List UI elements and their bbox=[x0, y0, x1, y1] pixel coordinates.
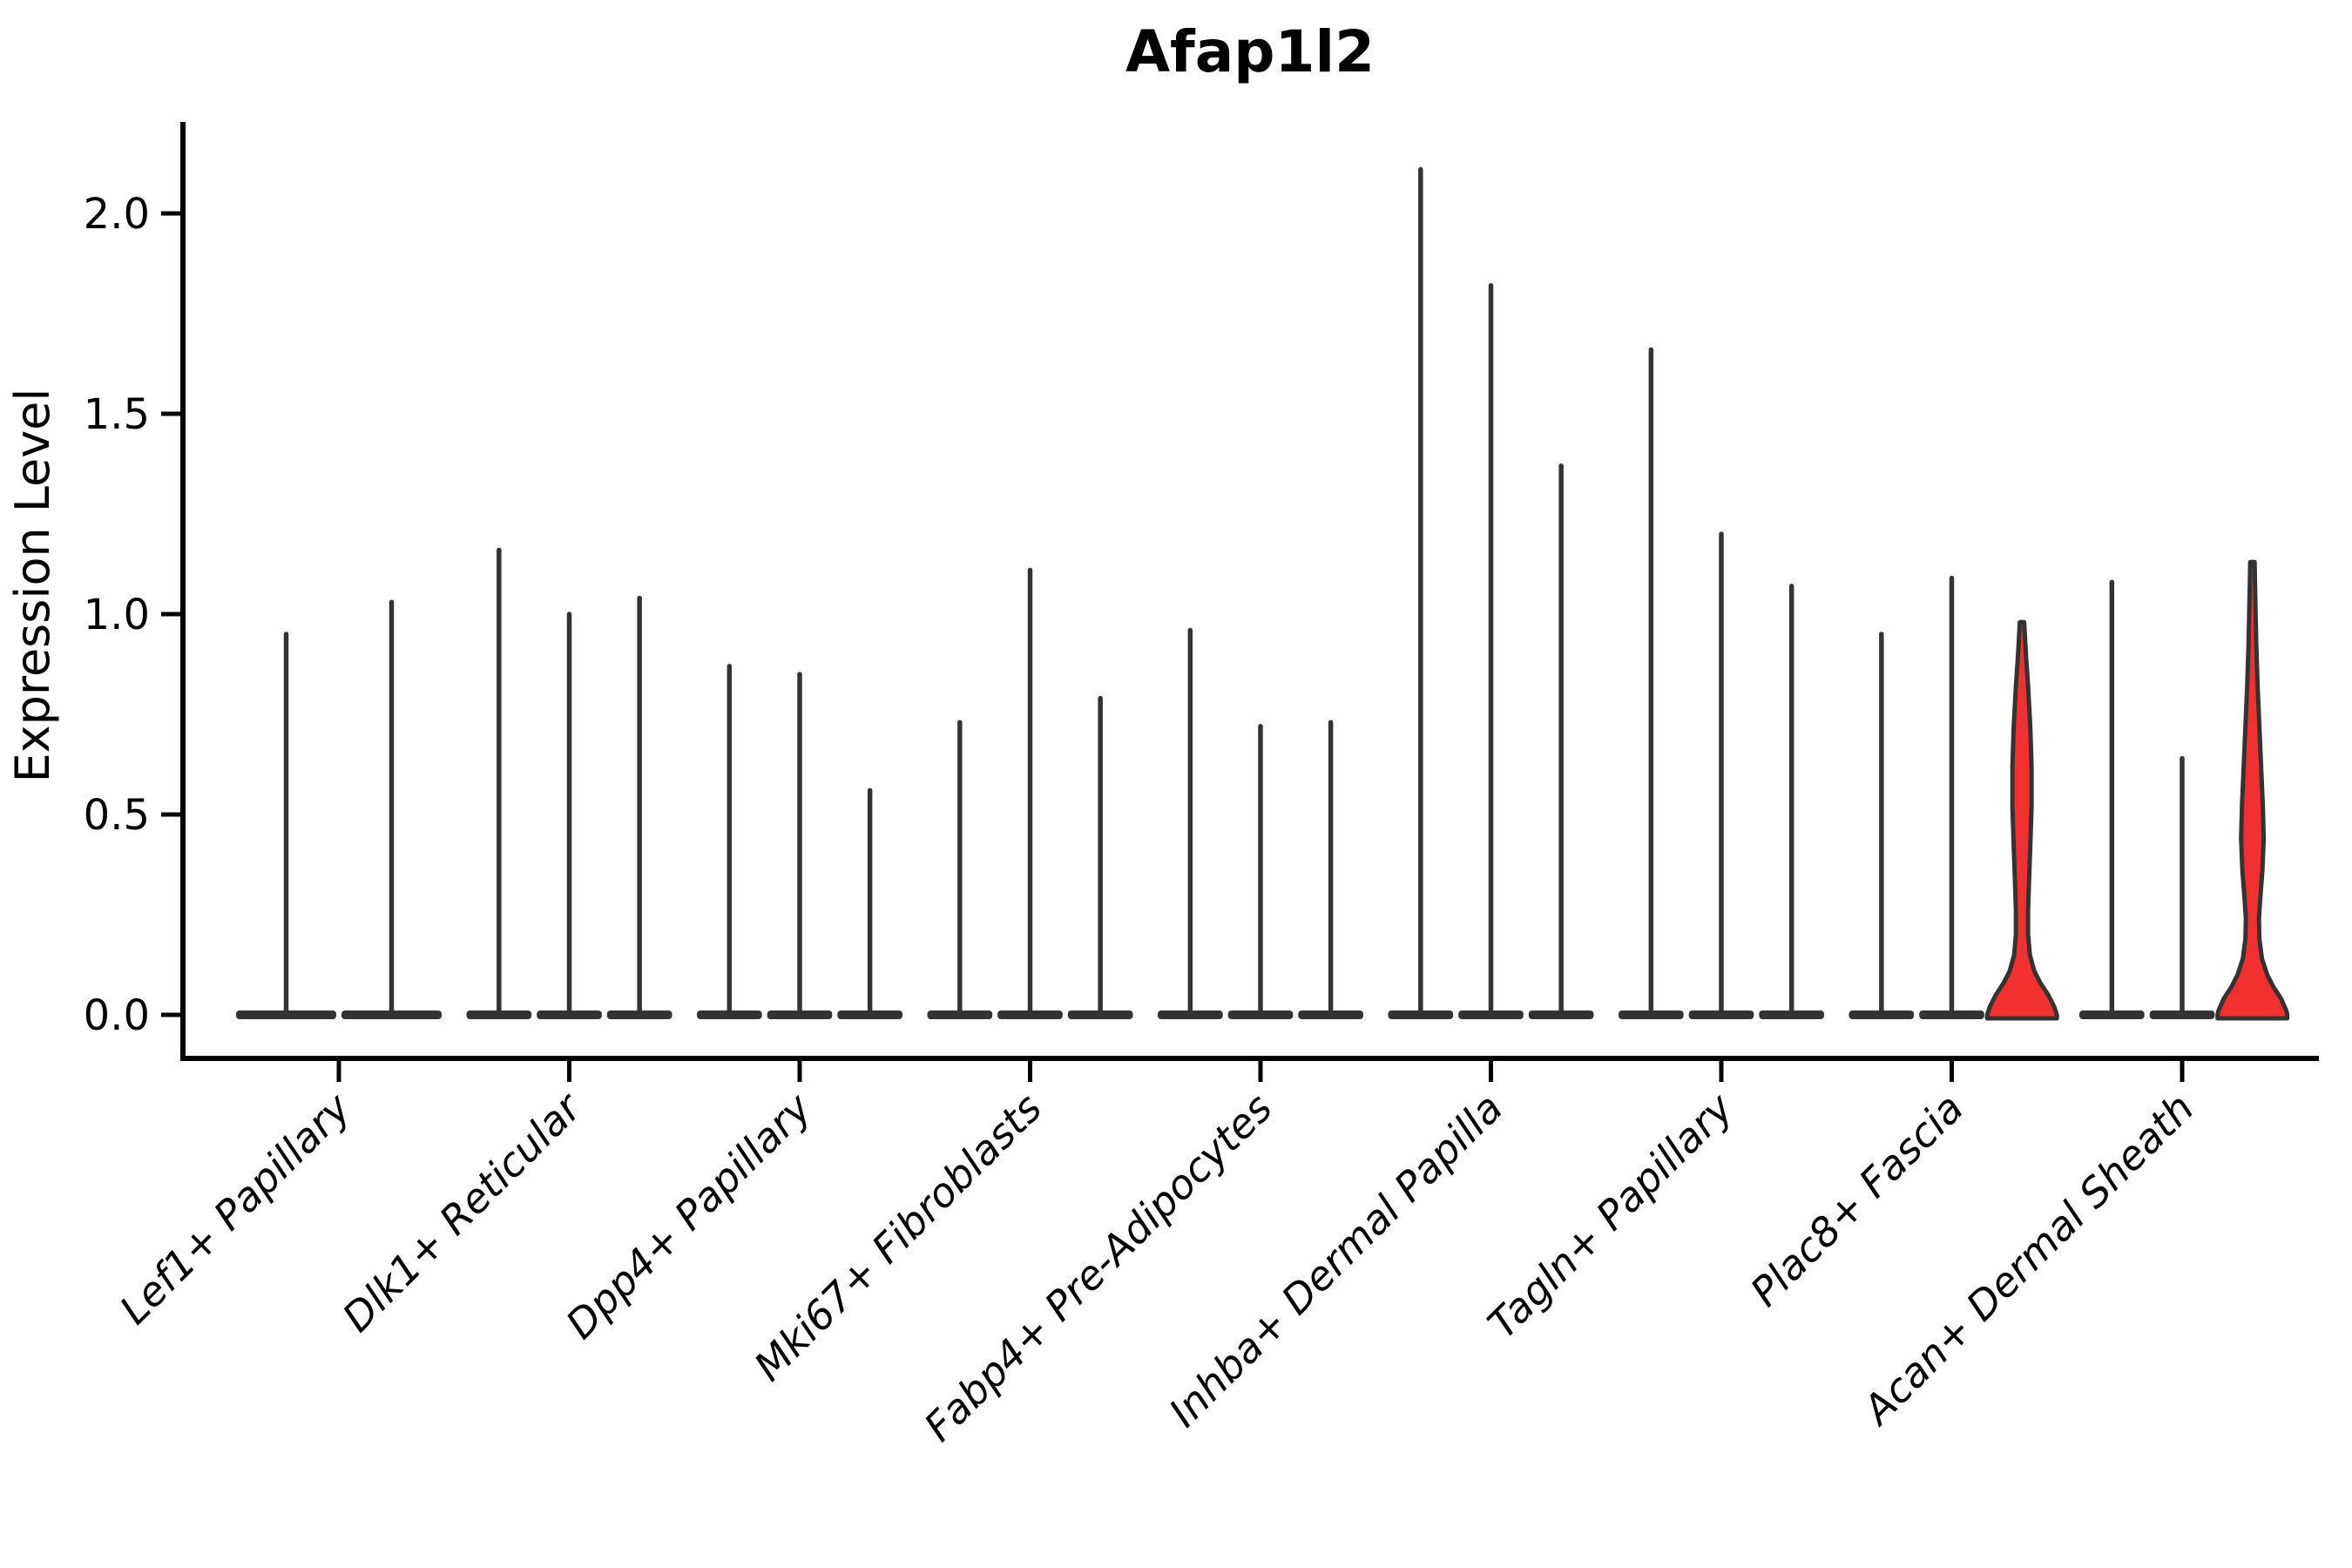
y-tick-label: 0.5 bbox=[84, 791, 150, 840]
y-axis-label: Expression Level bbox=[5, 389, 60, 783]
x-tick-label: Plac8+ Fascia bbox=[1741, 1085, 1972, 1315]
x-tick-label: Dpp4+ Papillary bbox=[557, 1084, 821, 1348]
y-tick-label: 1.0 bbox=[84, 591, 150, 639]
violin-body-highlighted bbox=[1984, 619, 2059, 1021]
y-tick-label: 0.0 bbox=[84, 991, 150, 1040]
y-tick-label: 2.0 bbox=[84, 190, 150, 239]
x-tick-label: Dlk1+ Reticular bbox=[334, 1082, 592, 1341]
y-tick-label: 1.5 bbox=[84, 390, 150, 439]
chart-title: Afap1l2 bbox=[1125, 18, 1375, 85]
x-tick-label: Tagln+ Papillary bbox=[1478, 1084, 1742, 1348]
violin-body-highlighted bbox=[2215, 559, 2290, 1021]
x-tick-label: Lef1+ Papillary bbox=[111, 1084, 360, 1333]
